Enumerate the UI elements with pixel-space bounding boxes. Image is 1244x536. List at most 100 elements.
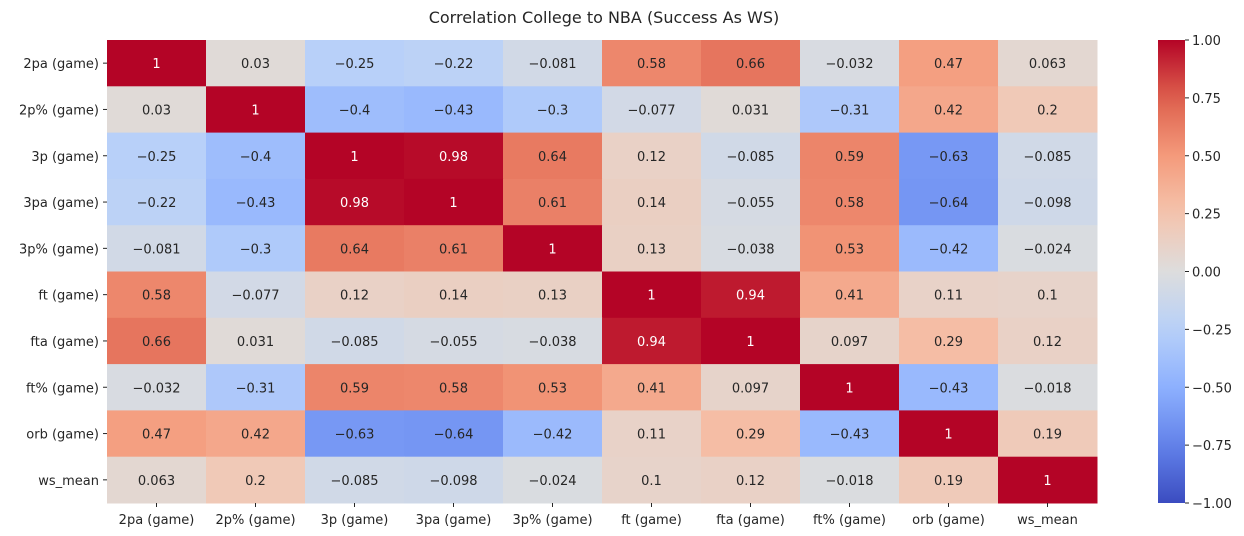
heatmap-cell [503, 271, 603, 319]
cell-value-label: 0.59 [835, 150, 864, 165]
heatmap-cell [305, 410, 405, 458]
heatmap-cell [602, 364, 702, 411]
heatmap-cell [998, 132, 1098, 180]
heatmap-cell [305, 132, 405, 180]
cell-value-label: −0.032 [825, 57, 873, 72]
x-tick-label: orb (game) [912, 513, 985, 528]
heatmap-cell [602, 456, 702, 504]
cell-value-label: 1 [251, 103, 259, 118]
heatmap-cell [602, 317, 702, 365]
heatmap-cell [404, 271, 504, 319]
cell-value-label: 0.12 [637, 150, 666, 165]
cell-value-label: 1 [548, 242, 556, 257]
heatmap-cell [800, 271, 900, 319]
colorbar-tick-label: −0.75 [1192, 439, 1232, 454]
heatmap-cell [701, 225, 801, 272]
cell-value-label: 0.2 [245, 474, 266, 489]
cell-value-label: −0.085 [726, 150, 774, 165]
cell-value-label: −0.018 [1023, 381, 1071, 396]
colorbar-tick-label: 0.50 [1192, 150, 1221, 165]
heatmap-cell [800, 225, 900, 272]
heatmap-cell [503, 132, 603, 180]
cell-value-label: 0.1 [641, 474, 662, 489]
heatmap-cell [701, 86, 801, 134]
cell-value-label: −0.43 [236, 196, 276, 211]
x-tick-label: 2pa (game) [119, 513, 195, 528]
cell-value-label: 0.58 [142, 289, 171, 304]
cell-value-label: 0.19 [1033, 428, 1062, 443]
cell-value-label: 0.19 [934, 474, 963, 489]
y-axis: 2pa (game) 2p% (game) 3p (game) 3pa (game) 3… [19, 57, 107, 489]
colorbar-tick-label: 0.00 [1192, 266, 1221, 281]
cell-value-label: 0.58 [637, 57, 666, 72]
heatmap-cell [701, 178, 801, 226]
heatmap-cell [899, 132, 999, 180]
colorbar-tick-label: −1.00 [1192, 497, 1232, 512]
colorbar-tick-label: 1.00 [1192, 34, 1221, 49]
cell-value-label: −0.018 [825, 474, 873, 489]
heatmap-cell [998, 86, 1098, 134]
cell-value-label: 0.59 [340, 381, 369, 396]
heatmap-cell [800, 364, 900, 411]
cell-value-label: 0.13 [538, 289, 567, 304]
cell-value-label: 0.12 [340, 289, 369, 304]
cell-value-label: 0.94 [637, 335, 666, 350]
y-tick-label: orb (game) [26, 428, 99, 443]
y-tick-label: ft% (game) [26, 381, 99, 396]
colorbar-gradient [1158, 40, 1185, 503]
cell-value-label: −0.077 [627, 103, 675, 118]
heatmap-cell [800, 178, 900, 226]
cell-value-label: 0.61 [439, 242, 468, 257]
heatmap-cell [206, 86, 306, 134]
cell-value-label: −0.25 [335, 57, 375, 72]
cell-value-label: 1 [152, 57, 160, 72]
heatmap-cell [404, 364, 504, 411]
heatmap-cell [701, 271, 801, 319]
cell-value-label: −0.077 [231, 289, 279, 304]
heatmap-value-labels: 1 0.03 −0.25 −0.22 −0.081 0.58 0.66 −0.032 0.47 0… [132, 57, 1071, 489]
cell-value-label: 0.03 [241, 57, 270, 72]
y-tick-label: 2pa (game) [23, 57, 99, 72]
cell-value-label: −0.038 [726, 242, 774, 257]
cell-value-label: −0.032 [132, 381, 180, 396]
heatmap-cell [503, 456, 603, 504]
cell-value-label: 0.98 [439, 150, 468, 165]
x-tick-label: fta (game) [716, 513, 785, 528]
heatmap-cell [998, 225, 1098, 272]
cell-value-label: 0.12 [1033, 335, 1062, 350]
cell-value-label: 0.097 [732, 381, 769, 396]
heatmap-cell [404, 225, 504, 272]
heatmap-cell [701, 364, 801, 411]
cell-value-label: −0.3 [240, 242, 272, 257]
heatmap-cell [602, 271, 702, 319]
y-tick-label: ws_mean [38, 474, 99, 489]
cell-value-label: 0.42 [241, 428, 270, 443]
cell-value-label: 0.063 [1029, 57, 1066, 72]
heatmap-cell [503, 225, 603, 272]
cell-value-label: −0.63 [335, 428, 375, 443]
cell-value-label: 0.66 [736, 57, 765, 72]
cell-value-label: 0.2 [1037, 103, 1058, 118]
cell-value-label: 0.64 [538, 150, 567, 165]
heatmap-cell [206, 364, 306, 411]
cell-value-label: −0.098 [429, 474, 477, 489]
heatmap-cell [998, 317, 1098, 365]
y-tick-label: 3p% (game) [19, 242, 99, 257]
heatmap-cell [998, 410, 1098, 458]
heatmap-cell [800, 132, 900, 180]
heatmap-cell [800, 456, 900, 504]
cell-value-label: −0.43 [929, 381, 969, 396]
y-tick-label: 2p% (game) [19, 103, 99, 118]
heatmap-cell [998, 271, 1098, 319]
heatmap-cell [899, 40, 999, 87]
heatmap-cell [503, 178, 603, 226]
heatmap-cell [305, 225, 405, 272]
cell-value-label: 0.58 [835, 196, 864, 211]
heatmap-cell [899, 225, 999, 272]
heatmap-cell [701, 456, 801, 504]
heatmap-cell [701, 132, 801, 180]
heatmap-cell [602, 178, 702, 226]
heatmap-cell [899, 456, 999, 504]
cell-value-label: 0.29 [934, 335, 963, 350]
x-tick-label: 3p% (game) [512, 513, 592, 528]
